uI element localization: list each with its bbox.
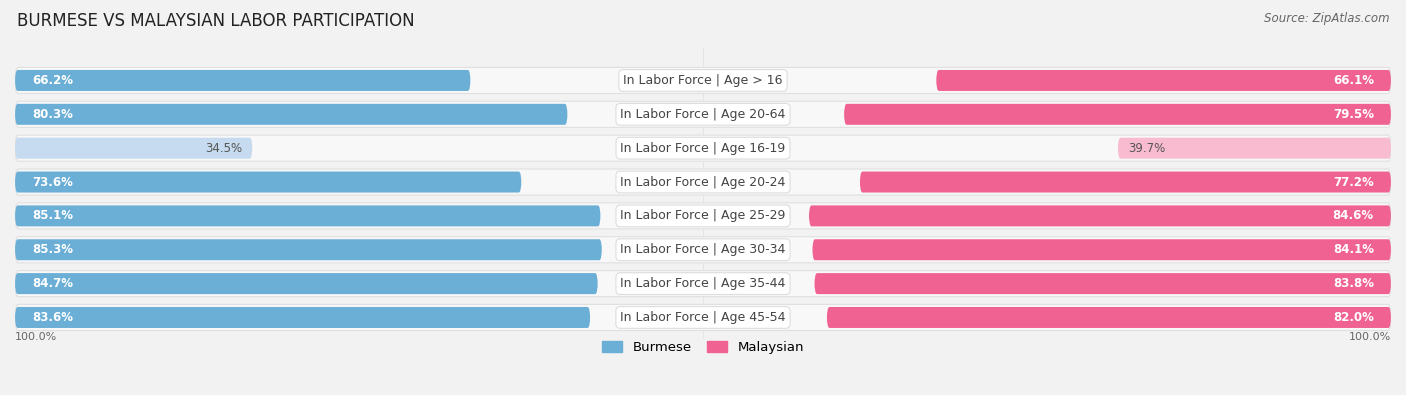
Text: 84.7%: 84.7% [32,277,73,290]
Text: In Labor Force | Age > 16: In Labor Force | Age > 16 [623,74,783,87]
Text: 84.1%: 84.1% [1333,243,1374,256]
FancyBboxPatch shape [936,70,1391,91]
Text: 34.5%: 34.5% [205,142,242,155]
Text: 83.6%: 83.6% [32,311,73,324]
FancyBboxPatch shape [808,205,1391,226]
Text: 79.5%: 79.5% [1333,108,1374,121]
Text: 73.6%: 73.6% [32,175,73,188]
Text: In Labor Force | Age 30-34: In Labor Force | Age 30-34 [620,243,786,256]
FancyBboxPatch shape [15,171,522,192]
Text: In Labor Force | Age 25-29: In Labor Force | Age 25-29 [620,209,786,222]
FancyBboxPatch shape [15,239,602,260]
Text: In Labor Force | Age 45-54: In Labor Force | Age 45-54 [620,311,786,324]
Text: 66.1%: 66.1% [1333,74,1374,87]
FancyBboxPatch shape [15,68,1391,94]
FancyBboxPatch shape [844,104,1391,125]
FancyBboxPatch shape [15,205,600,226]
Text: 85.3%: 85.3% [32,243,73,256]
FancyBboxPatch shape [15,203,1391,229]
FancyBboxPatch shape [15,101,1391,127]
FancyBboxPatch shape [15,138,252,159]
FancyBboxPatch shape [15,307,591,328]
Text: 100.0%: 100.0% [1348,332,1391,342]
Text: In Labor Force | Age 16-19: In Labor Force | Age 16-19 [620,142,786,155]
FancyBboxPatch shape [15,104,568,125]
Text: BURMESE VS MALAYSIAN LABOR PARTICIPATION: BURMESE VS MALAYSIAN LABOR PARTICIPATION [17,12,415,30]
Text: 66.2%: 66.2% [32,74,73,87]
Text: 82.0%: 82.0% [1333,311,1374,324]
FancyBboxPatch shape [15,169,1391,195]
Text: 100.0%: 100.0% [15,332,58,342]
FancyBboxPatch shape [814,273,1391,294]
Text: In Labor Force | Age 35-44: In Labor Force | Age 35-44 [620,277,786,290]
Text: In Labor Force | Age 20-24: In Labor Force | Age 20-24 [620,175,786,188]
FancyBboxPatch shape [15,273,598,294]
FancyBboxPatch shape [827,307,1391,328]
FancyBboxPatch shape [860,171,1391,192]
Legend: Burmese, Malaysian: Burmese, Malaysian [596,335,810,359]
Text: In Labor Force | Age 20-64: In Labor Force | Age 20-64 [620,108,786,121]
FancyBboxPatch shape [1118,138,1391,159]
Text: 84.6%: 84.6% [1333,209,1374,222]
Text: 39.7%: 39.7% [1128,142,1166,155]
Text: 85.1%: 85.1% [32,209,73,222]
Text: Source: ZipAtlas.com: Source: ZipAtlas.com [1264,12,1389,25]
FancyBboxPatch shape [15,135,1391,161]
Text: 83.8%: 83.8% [1333,277,1374,290]
Text: 80.3%: 80.3% [32,108,73,121]
FancyBboxPatch shape [813,239,1391,260]
FancyBboxPatch shape [15,271,1391,297]
FancyBboxPatch shape [15,70,471,91]
FancyBboxPatch shape [15,305,1391,331]
FancyBboxPatch shape [15,237,1391,263]
Text: 77.2%: 77.2% [1333,175,1374,188]
